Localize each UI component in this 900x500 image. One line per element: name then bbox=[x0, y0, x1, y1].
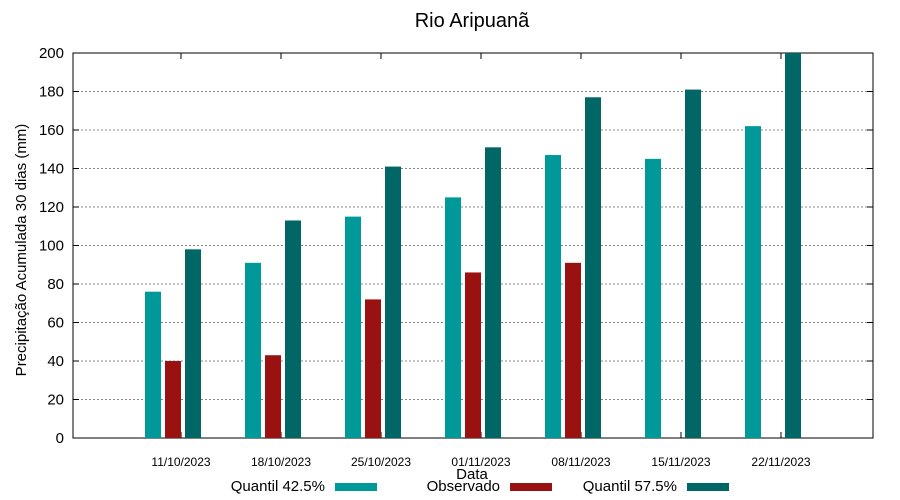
y-tick-label: 140 bbox=[39, 161, 64, 178]
bar-observado-18-10-2023 bbox=[265, 355, 281, 438]
y-axis-label: Precipitação Acumulada 30 dias (mm) bbox=[13, 124, 30, 377]
y-tick-label: 120 bbox=[39, 199, 64, 216]
y-tick-label: 160 bbox=[39, 122, 64, 139]
x-tick-label: 22/11/2023 bbox=[751, 455, 810, 469]
x-tick-label: 15/11/2023 bbox=[651, 455, 710, 469]
bar-quantil-57-5-11-10-2023 bbox=[185, 249, 201, 438]
y-tick-label: 60 bbox=[47, 315, 64, 332]
y-axis-ticks: 0 20 40 60 80 100 120 140 160 180 200 bbox=[39, 45, 873, 447]
y-tick-label: 20 bbox=[47, 392, 64, 409]
legend-label: Quantil 42.5% bbox=[231, 478, 325, 495]
legend: Quantil 42.5% Observado Quantil 57.5% bbox=[231, 478, 729, 495]
y-tick-label: 40 bbox=[47, 353, 64, 370]
bar-quantil-42-5-15-11-2023 bbox=[645, 158, 661, 438]
bar-quantil-42-5-25-10-2023 bbox=[345, 216, 361, 438]
y-tick-label: 80 bbox=[47, 276, 64, 293]
bar-quantil-42-5-22-11-2023 bbox=[745, 126, 761, 439]
x-axis-ticks: 11/10/2023 18/10/2023 25/10/2023 01/11/2023… bbox=[151, 53, 811, 469]
x-tick-label: 25/10/2023 bbox=[351, 455, 411, 469]
bar-quantil-57-5-25-10-2023 bbox=[385, 166, 401, 438]
x-tick-label: 18/10/2023 bbox=[251, 455, 311, 469]
y-tick-label: 0 bbox=[56, 430, 64, 447]
legend-label: Quantil 57.5% bbox=[583, 478, 677, 495]
bar-quantil-42-5-11-10-2023 bbox=[145, 291, 161, 438]
x-tick-label: 01/11/2023 bbox=[451, 455, 510, 469]
bar-quantil-57-5-22-11-2023 bbox=[785, 53, 801, 438]
bar-quantil-57-5-15-11-2023 bbox=[685, 89, 701, 438]
bar-observado-11-10-2023 bbox=[165, 361, 181, 438]
legend-swatch bbox=[510, 483, 552, 491]
bar-quantil-42-5-18-10-2023 bbox=[245, 262, 261, 438]
legend-swatch bbox=[335, 483, 377, 491]
y-tick-label: 100 bbox=[39, 238, 64, 255]
bars bbox=[145, 53, 801, 439]
x-tick-label: 08/11/2023 bbox=[551, 455, 610, 469]
bar-observado-25-10-2023 bbox=[365, 299, 381, 438]
legend-swatch bbox=[687, 483, 729, 491]
bar-quantil-57-5-08-11-2023 bbox=[585, 97, 601, 439]
bar-quantil-57-5-18-10-2023 bbox=[285, 220, 301, 438]
y-tick-label: 200 bbox=[39, 45, 64, 62]
x-tick-label: 11/10/2023 bbox=[151, 455, 210, 469]
bar-quantil-57-5-01-11-2023 bbox=[485, 147, 501, 438]
bar-observado-08-11-2023 bbox=[565, 262, 581, 438]
bar-observado-01-11-2023 bbox=[465, 272, 481, 438]
chart-title: Rio Aripuanã bbox=[415, 10, 530, 32]
bar-quantil-42-5-08-11-2023 bbox=[545, 155, 561, 438]
y-tick-label: 180 bbox=[39, 84, 64, 101]
x-axis-label: Data bbox=[456, 466, 488, 483]
bar-quantil-42-5-01-11-2023 bbox=[445, 197, 461, 438]
legend-label: Observado bbox=[427, 478, 500, 495]
